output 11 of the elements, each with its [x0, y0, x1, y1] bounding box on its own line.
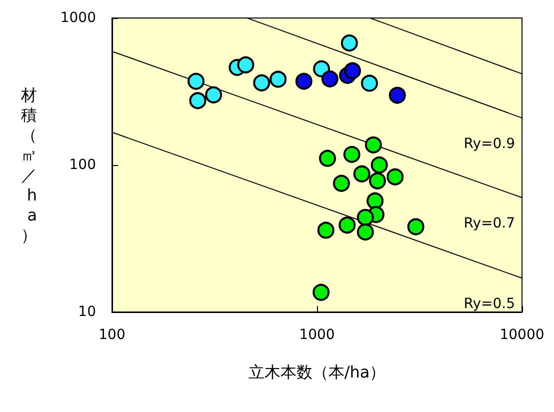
- x-tick-label: 10000: [500, 327, 544, 343]
- x-axis-title: 立木本数（本/ha）: [248, 362, 386, 382]
- x-tick-label: 1000: [299, 327, 335, 343]
- x-tick-label: 100: [98, 327, 126, 343]
- y-tick-label: 10: [78, 304, 96, 320]
- y-axis-title: 材積（㎥／ha）: [20, 86, 37, 244]
- series-label: Ry=0.7: [464, 216, 515, 232]
- series-label: Ry=0.5: [464, 296, 515, 312]
- series-label: Ry=0.9: [464, 136, 515, 152]
- y-tick-label: 100: [69, 157, 96, 173]
- y-tick-label: 1000: [60, 10, 96, 26]
